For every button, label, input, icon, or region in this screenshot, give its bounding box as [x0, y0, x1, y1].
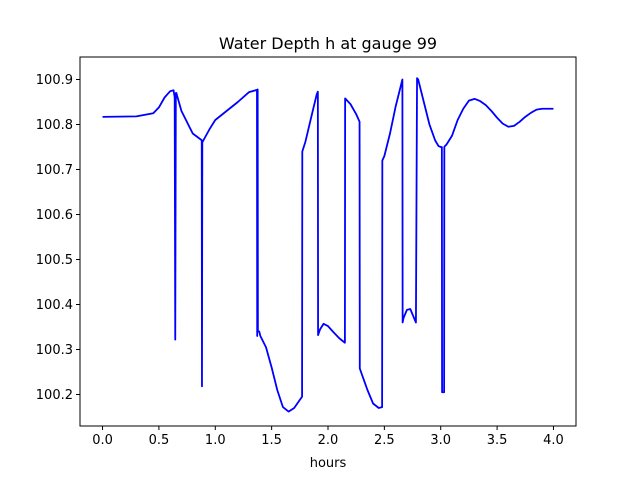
x-tick-label: 4.0	[543, 433, 564, 448]
x-tick-label: 2.5	[374, 433, 395, 448]
y-tick-label: 100.7	[36, 163, 73, 178]
y-tick-label: 100.9	[36, 73, 73, 88]
y-tick-label: 100.6	[36, 208, 73, 223]
x-axis-title: hours	[310, 456, 347, 471]
x-tick-label: 3.0	[430, 433, 451, 448]
x-tick-label: 0.5	[149, 433, 170, 448]
plot-frame	[79, 56, 577, 427]
y-tick-label: 100.3	[36, 343, 73, 358]
x-axis-ticks: 0.0 0.5 1.0 1.5 2.0 2.5 3.0 3.5 4.0	[92, 426, 564, 448]
y-axis-ticks: 100.2 100.3 100.4 100.5 100.6 100.7 100.8 100.9	[36, 73, 80, 403]
x-tick-label: 3.5	[487, 433, 508, 448]
y-tick-label: 100.4	[36, 298, 73, 313]
series-line-0	[102, 77, 554, 413]
x-tick-label: 1.5	[261, 433, 282, 448]
chart-title: Water Depth h at gauge 99	[219, 34, 437, 53]
series-layer	[102, 77, 554, 413]
y-tick-label: 100.5	[36, 253, 73, 268]
y-tick-label: 100.2	[36, 388, 73, 403]
x-tick-label: 0.0	[92, 433, 113, 448]
x-tick-label: 2.0	[318, 433, 339, 448]
x-tick-label: 1.0	[205, 433, 226, 448]
y-tick-label: 100.8	[36, 118, 73, 133]
